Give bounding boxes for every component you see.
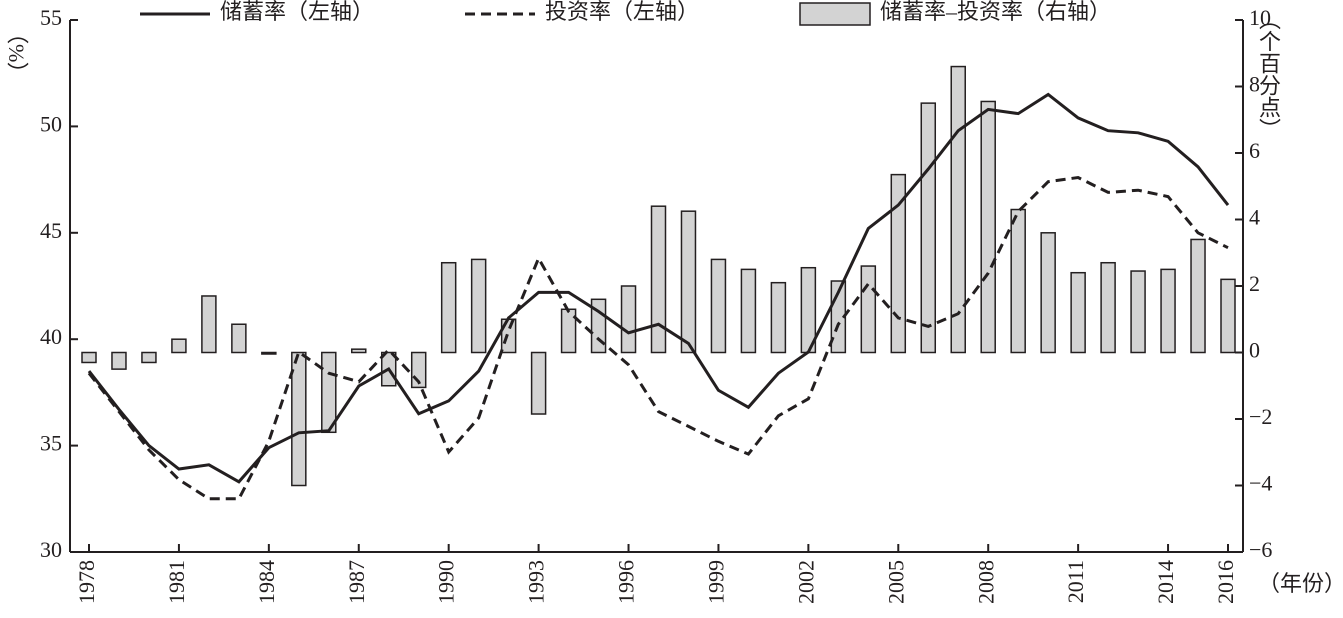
y2-tick-label: −4 [1249, 471, 1272, 496]
x-tick-label: 1978 [74, 560, 99, 604]
legend-label: 投资率（左轴） [545, 0, 699, 24]
bar [1160, 268, 1176, 354]
x-tick-label: 2011 [1063, 560, 1088, 603]
bar [890, 173, 907, 354]
bar [770, 281, 787, 354]
bar [440, 261, 457, 354]
x-tick-label: 1993 [524, 560, 549, 604]
bar [351, 348, 367, 354]
y-axis-label: （%） [4, 22, 29, 84]
y2-tick-label: −6 [1249, 537, 1272, 562]
line-series [87, 175, 1229, 501]
bar [470, 258, 487, 354]
bar [141, 351, 157, 364]
bar [530, 351, 547, 415]
y2-tick-label: 6 [1249, 138, 1260, 163]
bar [1190, 238, 1206, 354]
x-tick-label: 2016 [1213, 560, 1238, 604]
bar [321, 351, 337, 434]
bar [650, 205, 667, 354]
legend-label: 储蓄率（左轴） [220, 0, 374, 24]
bar [950, 65, 966, 354]
bar [1040, 232, 1056, 354]
y2-tick-label: −2 [1249, 404, 1272, 429]
y2-tick-label: 8 [1249, 72, 1260, 97]
y2-tick-label: 10 [1249, 5, 1271, 30]
y-tick-label: 55 [40, 5, 62, 30]
bar [1130, 270, 1146, 354]
bar [231, 323, 247, 354]
x-tick-label: 1981 [164, 560, 189, 604]
y-tick-label: 45 [40, 218, 62, 243]
line-series [87, 92, 1230, 484]
bar [291, 351, 307, 487]
x-tick-label: 1984 [254, 560, 279, 604]
bar [1010, 208, 1026, 354]
x-axis-label: （年份） [1258, 571, 1343, 596]
bar [710, 258, 727, 354]
y-tick-label: 35 [40, 431, 62, 456]
bar [560, 308, 577, 354]
x-tick-label: 2014 [1153, 560, 1178, 604]
bar [980, 100, 996, 354]
y2-tick-label: 4 [1249, 205, 1260, 230]
bar [1100, 261, 1116, 354]
bar [261, 351, 277, 355]
bar [201, 295, 217, 354]
y-tick-label: 50 [40, 111, 62, 136]
y-tick-label: 40 [40, 324, 62, 349]
x-tick-label: 2008 [973, 560, 998, 604]
legend-swatch [799, 2, 871, 26]
bar [680, 210, 697, 354]
bar [81, 351, 97, 364]
bar [111, 351, 127, 370]
y2-tick-label: 0 [1249, 338, 1260, 363]
y2-axis-label: （个百分点） [1256, 8, 1281, 140]
bar [920, 102, 937, 354]
bar [620, 285, 637, 354]
x-tick-label: 2005 [883, 560, 908, 604]
legend-label: 储蓄率–投资率（右轴） [880, 0, 1111, 24]
y2-tick-label: 2 [1249, 271, 1260, 296]
x-tick-label: 1996 [614, 560, 639, 604]
bar [740, 268, 757, 354]
x-tick-label: 1987 [344, 560, 369, 604]
bar [1070, 271, 1086, 354]
x-tick-label: 2002 [793, 560, 818, 604]
bar [171, 338, 187, 354]
bar [1220, 278, 1236, 354]
x-tick-label: 1990 [434, 560, 459, 604]
y-tick-label: 30 [40, 537, 62, 562]
bar [860, 265, 877, 354]
x-tick-label: 1999 [703, 560, 728, 604]
